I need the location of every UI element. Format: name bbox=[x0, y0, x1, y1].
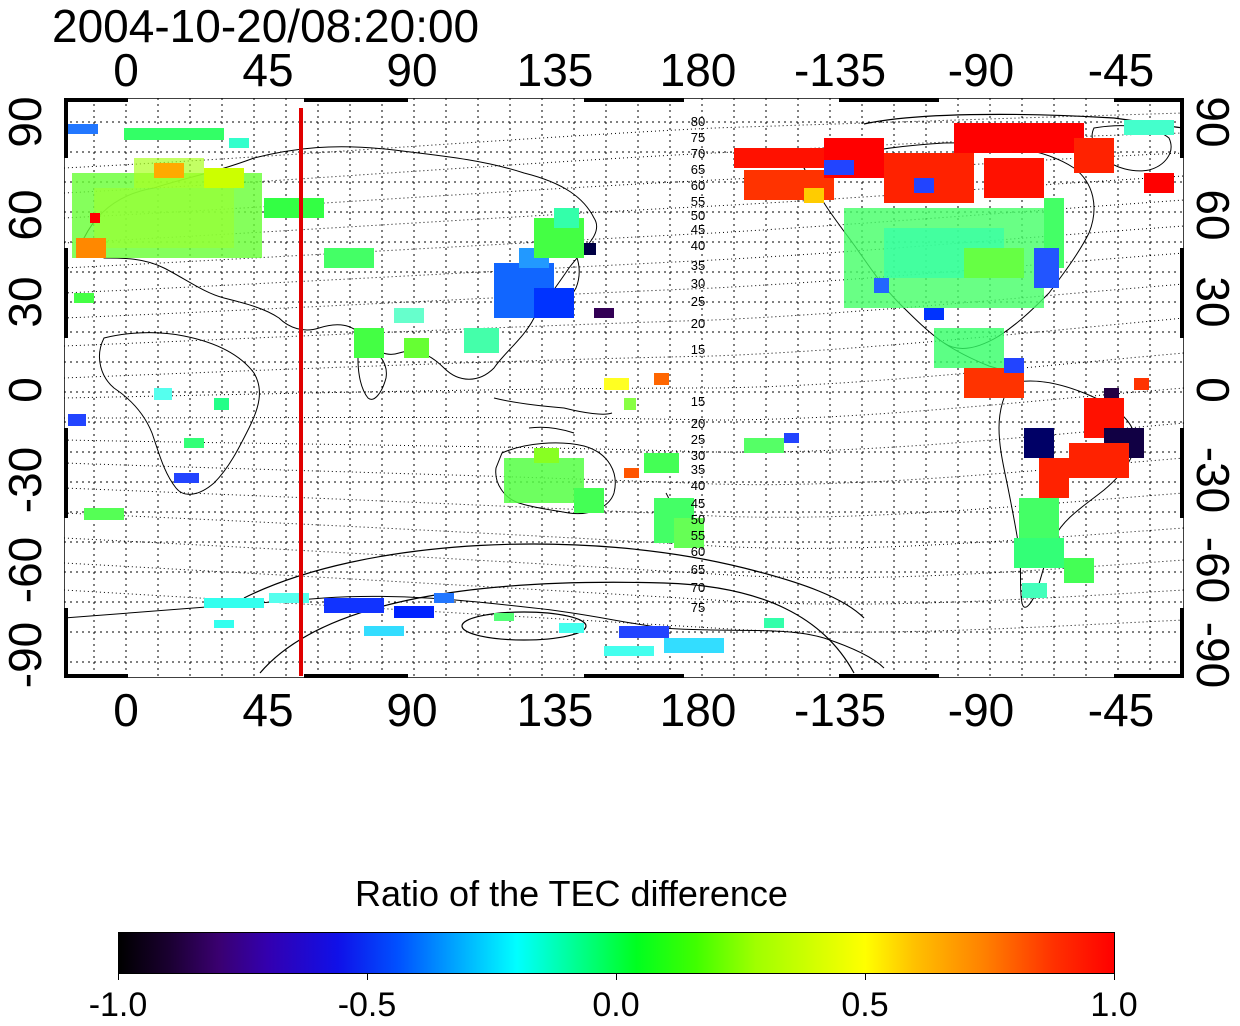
contour-label: 30 bbox=[691, 448, 705, 463]
contour-label: 45 bbox=[691, 496, 705, 511]
contour-label: 20 bbox=[691, 316, 705, 331]
contour-label: 40 bbox=[691, 238, 705, 253]
lon-tick-label: -90 bbox=[947, 44, 1015, 96]
lat-tick-label: -30 bbox=[0, 446, 51, 514]
contour-label: 40 bbox=[691, 478, 705, 493]
contour-label: 15 bbox=[691, 342, 705, 357]
lon-tick-label: -45 bbox=[1087, 44, 1155, 96]
contour-label: 45 bbox=[691, 222, 705, 237]
lon-tick-label: 45 bbox=[242, 44, 294, 96]
contour-label: 70 bbox=[691, 580, 705, 595]
contour-labels: 80 75 70 65 60 55 50 45 40 35 30 25 20 1… bbox=[691, 114, 705, 615]
lat-tick-label: -60 bbox=[1187, 536, 1239, 604]
lon-tick-label: -90 bbox=[947, 684, 1015, 736]
contour-label: 20 bbox=[691, 416, 705, 431]
bottom-longitude-axis: 0 45 90 135 180 -135 -90 -45 bbox=[0, 684, 1240, 736]
tec-map: 80 75 70 65 60 55 50 45 40 35 30 25 20 1… bbox=[64, 98, 1184, 678]
contour-label: 75 bbox=[691, 600, 705, 615]
contour-label: 35 bbox=[691, 462, 705, 477]
contour-label: 65 bbox=[691, 162, 705, 177]
lat-tick-label: 90 bbox=[0, 96, 51, 148]
contour-label: 60 bbox=[691, 178, 705, 193]
colorbar-labels: -1.0 -0.5 0.0 0.5 1.0 bbox=[89, 986, 1138, 1026]
lon-tick-label: 0 bbox=[113, 684, 139, 736]
colorbar-tick-label: 1.0 bbox=[1090, 986, 1138, 1024]
colorbar-tick-label: 0.5 bbox=[841, 986, 889, 1024]
lon-tick-label: -45 bbox=[1087, 684, 1155, 736]
contour-label: 80 bbox=[691, 114, 705, 129]
contour-label: 30 bbox=[691, 276, 705, 291]
lat-tick-label: 90 bbox=[1187, 96, 1239, 148]
lat-tick-label: 0 bbox=[1187, 377, 1239, 403]
lon-tick-label: 180 bbox=[659, 684, 737, 736]
lon-tick-label: 135 bbox=[516, 684, 594, 736]
colorbar bbox=[118, 932, 1115, 974]
lon-tick-label: 180 bbox=[659, 44, 737, 96]
left-latitude-axis: 90 60 30 0 -30 -60 -90 bbox=[0, 0, 51, 1024]
colorbar-title: Ratio of the TEC difference bbox=[355, 873, 788, 914]
contour-label: 55 bbox=[691, 528, 705, 543]
frame-ticks bbox=[64, 98, 1184, 678]
contour-label: 75 bbox=[691, 130, 705, 145]
colorbar-tick-label: -1.0 bbox=[88, 986, 148, 1024]
map-title: 2004-10-20/08:20:00 bbox=[52, 0, 480, 52]
lon-tick-label: -135 bbox=[793, 684, 887, 736]
lon-tick-label: -135 bbox=[793, 44, 887, 96]
lon-tick-label: 0 bbox=[113, 44, 139, 96]
contour-label: 55 bbox=[691, 194, 705, 209]
lat-tick-label: 60 bbox=[1187, 189, 1239, 241]
colorbar-tick-label: -0.5 bbox=[337, 986, 397, 1024]
lat-tick-label: 30 bbox=[0, 276, 51, 328]
contour-label: 50 bbox=[691, 208, 705, 223]
lat-tick-label: 0 bbox=[0, 377, 51, 403]
contour-label: 65 bbox=[691, 562, 705, 577]
lat-tick-label: 60 bbox=[0, 189, 51, 241]
lat-tick-label: -30 bbox=[1187, 446, 1239, 514]
lat-tick-label: -60 bbox=[0, 536, 51, 604]
contour-label: 70 bbox=[691, 146, 705, 161]
contour-label: 50 bbox=[691, 512, 705, 527]
lon-tick-label: 45 bbox=[242, 684, 294, 736]
lat-tick-label: 30 bbox=[1187, 276, 1239, 328]
contour-label: 60 bbox=[691, 544, 705, 559]
contour-label: 25 bbox=[691, 432, 705, 447]
lon-tick-label: 90 bbox=[386, 684, 438, 736]
top-longitude-axis: 0 45 90 135 180 -135 -90 -45 bbox=[0, 44, 1240, 96]
lon-tick-label: 90 bbox=[386, 44, 438, 96]
lat-tick-label: -90 bbox=[0, 621, 51, 689]
right-latitude-axis: 90 60 30 0 -30 -60 -90 bbox=[1186, 0, 1240, 1024]
contour-label: 15 bbox=[691, 394, 705, 409]
lat-tick-label: -90 bbox=[1187, 621, 1239, 689]
contour-label: 35 bbox=[691, 258, 705, 273]
tec-data-points bbox=[68, 120, 1174, 656]
lon-tick-label: 135 bbox=[516, 44, 594, 96]
contour-label: 25 bbox=[691, 294, 705, 309]
colorbar-ticks bbox=[118, 974, 1115, 982]
colorbar-tick-label: 0.0 bbox=[592, 986, 640, 1024]
